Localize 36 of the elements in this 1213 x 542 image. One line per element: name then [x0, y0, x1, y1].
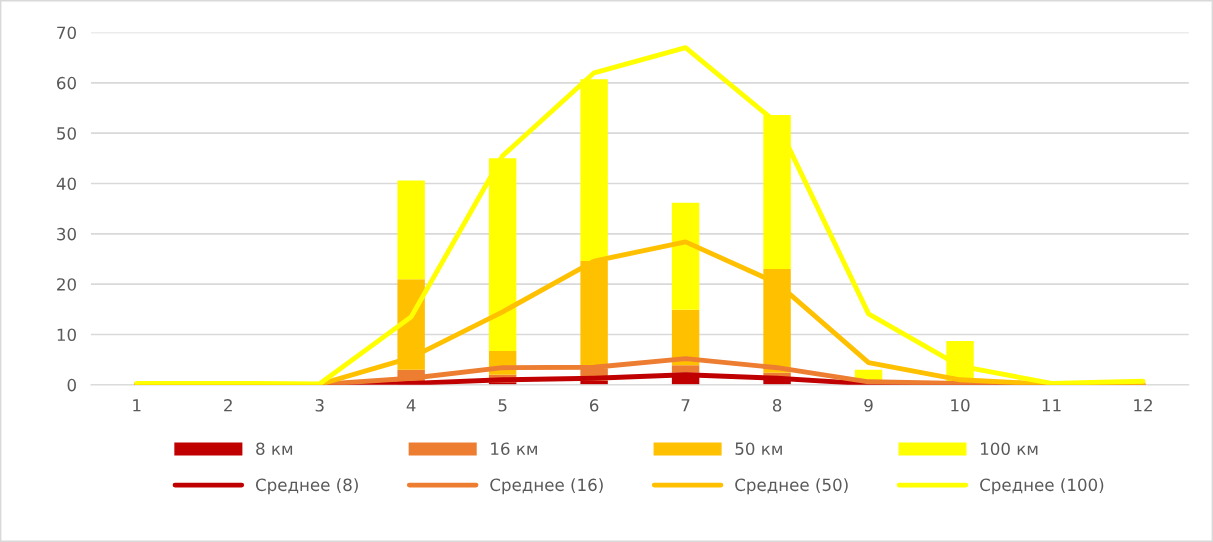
y-tick-label: 70: [57, 26, 76, 40]
bar: [671, 202, 700, 310]
legend-label: 100 км: [981, 442, 1038, 455]
x-tick-label: 6: [589, 399, 599, 412]
y-tick-label: 10: [57, 328, 76, 342]
legend-label: Среднее (50): [735, 478, 848, 495]
bar: [763, 269, 791, 373]
legend-label: 16 км: [491, 442, 537, 455]
y-tick-label: 50: [57, 127, 76, 140]
x-tick-label: 1: [133, 399, 141, 412]
bar: [671, 365, 700, 373]
y-tick-label: 30: [57, 227, 76, 241]
legend-label: Среднее (100): [980, 478, 1104, 495]
x-tick-label: 9: [864, 399, 873, 412]
y-tick-label: 40: [56, 177, 76, 191]
bar: [763, 115, 791, 270]
y-tick-label: 0: [67, 378, 76, 392]
x-tick-label: 8: [772, 399, 782, 412]
x-tick-label: 10: [951, 399, 970, 412]
y-tick-label: 20: [57, 278, 76, 291]
y-tick-label: 60: [57, 76, 76, 90]
bar: [488, 158, 517, 352]
line-series: [134, 45, 1146, 385]
legend-label: Среднее (8): [255, 478, 358, 495]
x-tick-label: 12: [1134, 399, 1152, 412]
x-tick-label: 2: [224, 399, 232, 412]
x-tick-label: 5: [498, 399, 507, 412]
x-tick-label: 11: [1042, 399, 1061, 412]
bar: [397, 180, 425, 280]
bar: [580, 79, 608, 262]
legend-label: Среднее (16): [490, 478, 603, 495]
legend-label: 50 км: [735, 442, 782, 455]
x-tick-label: 4: [406, 399, 416, 412]
legend-label: 8 км: [256, 442, 293, 455]
x-tick-label: 3: [315, 399, 324, 412]
x-tick-label: 7: [681, 399, 690, 412]
